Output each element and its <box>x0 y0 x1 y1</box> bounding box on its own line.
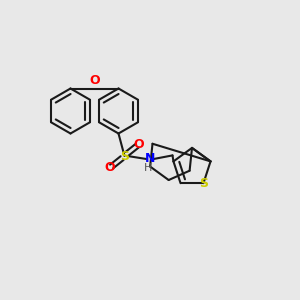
Text: N: N <box>145 152 155 166</box>
Text: O: O <box>105 161 116 174</box>
Text: S: S <box>120 149 129 163</box>
Text: S: S <box>199 177 208 190</box>
Text: O: O <box>89 74 100 88</box>
Text: O: O <box>134 138 144 151</box>
Text: H: H <box>144 163 153 173</box>
